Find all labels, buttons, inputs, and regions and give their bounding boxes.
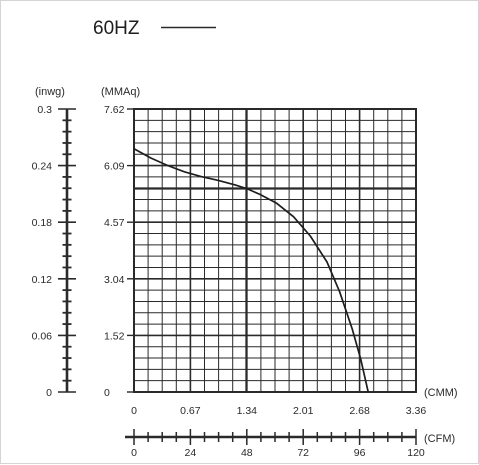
cmm-tick-label: 1.34: [237, 405, 258, 417]
cfm-tick-label: 24: [185, 447, 197, 459]
data-point-60hz: [259, 193, 261, 196]
data-point-60hz: [326, 261, 328, 263]
data-point-60hz: [133, 148, 135, 150]
data-point-60hz: [360, 357, 362, 360]
inwg-tick-label: 0: [46, 387, 52, 399]
cfm-axis-unit: (CFM): [424, 433, 455, 445]
series-line-60hz: [133, 147, 370, 393]
data-point-60hz: [200, 175, 202, 178]
cfm-tick-label: 96: [354, 447, 366, 459]
mmaq-tick-label: 0: [104, 387, 110, 399]
inwg-tick-label: 0.06: [32, 330, 53, 342]
data-point-60hz: [183, 171, 185, 173]
legend-label-60hz: 60HZ: [93, 18, 140, 39]
inwg-axis-unit: (inwg): [35, 86, 65, 98]
cmm-tick-label: 2.01: [293, 405, 314, 417]
data-point-60hz: [166, 164, 169, 167]
data-point-60hz: [351, 328, 353, 330]
mmaq-tick-label: 7.62: [104, 104, 125, 116]
cfm-tick-label: 0: [131, 447, 137, 459]
data-point-60hz: [309, 235, 311, 237]
legend: 60HZ: [93, 18, 216, 39]
data-point-60hz: [339, 291, 341, 293]
data-point-60hz: [245, 187, 248, 190]
inwg-tick-label: 0.18: [32, 217, 53, 229]
data-point-60hz: [234, 184, 236, 186]
inwg-tick-label: 0.24: [32, 161, 53, 173]
mmaq-tick-label: 4.57: [104, 217, 125, 229]
data-point-60hz: [276, 202, 278, 204]
cmm-tick-label: 0.67: [180, 405, 201, 417]
cfm-tick-label: 48: [241, 447, 253, 459]
data-point-60hz: [150, 157, 152, 159]
mmaq-tick-label: 6.09: [104, 161, 125, 173]
axes: 0 1.52 3.04 4.57 6.09 7.62 (MMAq) 0 0.06 0.12 0.18…: [32, 86, 458, 459]
cmm-tick-label: 2.68: [349, 405, 370, 417]
mmaq-axis-unit: (MMAq): [101, 86, 140, 98]
inwg-tick-label: 0.3: [37, 104, 52, 116]
plot-grid: [133, 108, 417, 393]
cfm-tick-label: 72: [297, 447, 309, 459]
cmm-axis-unit: (CMM): [424, 387, 458, 399]
cmm-tick-label: 0: [131, 405, 137, 417]
data-point-60hz: [292, 216, 295, 218]
series-layer: [133, 147, 370, 393]
data-point-60hz: [367, 391, 369, 393]
mmaq-tick-label: 1.52: [104, 330, 125, 342]
inwg-tick-label: 0.12: [32, 274, 53, 286]
cfm-tick-label: 120: [407, 447, 425, 459]
cmm-tick-label: 3.36: [406, 405, 427, 417]
data-point-60hz: [217, 179, 219, 181]
mmaq-tick-label: 3.04: [104, 274, 125, 286]
